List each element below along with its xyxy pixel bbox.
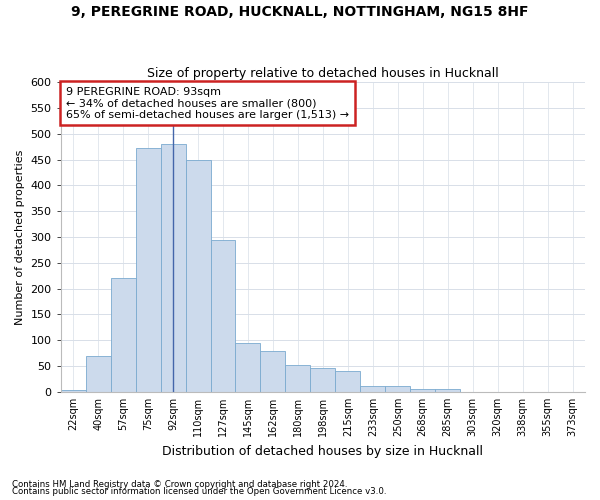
Bar [235,343,260,392]
Bar [310,368,335,392]
Bar [410,390,435,392]
Bar [161,144,185,392]
Y-axis label: Number of detached properties: Number of detached properties [15,150,25,324]
Bar [110,278,136,392]
Bar [361,386,385,392]
Bar [136,148,161,392]
Text: 9 PEREGRINE ROAD: 93sqm
← 34% of detached houses are smaller (800)
65% of semi-d: 9 PEREGRINE ROAD: 93sqm ← 34% of detache… [66,86,349,120]
X-axis label: Distribution of detached houses by size in Hucknall: Distribution of detached houses by size … [163,444,484,458]
Bar [211,240,235,392]
Bar [185,160,211,392]
Bar [61,390,86,392]
Text: Contains public sector information licensed under the Open Government Licence v3: Contains public sector information licen… [12,487,386,496]
Title: Size of property relative to detached houses in Hucknall: Size of property relative to detached ho… [147,66,499,80]
Bar [286,364,310,392]
Bar [86,356,110,392]
Text: Contains HM Land Registry data © Crown copyright and database right 2024.: Contains HM Land Registry data © Crown c… [12,480,347,489]
Bar [335,372,361,392]
Bar [385,386,410,392]
Bar [435,390,460,392]
Text: 9, PEREGRINE ROAD, HUCKNALL, NOTTINGHAM, NG15 8HF: 9, PEREGRINE ROAD, HUCKNALL, NOTTINGHAM,… [71,5,529,19]
Bar [260,350,286,392]
